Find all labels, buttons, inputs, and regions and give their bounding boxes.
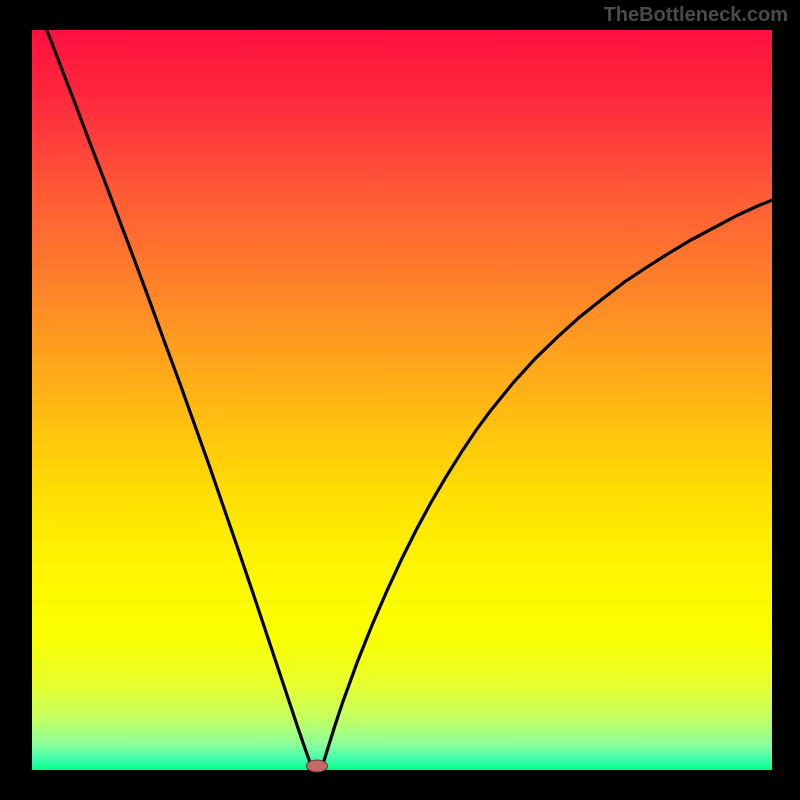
curve-path	[47, 30, 772, 770]
watermark-text: TheBottleneck.com	[604, 4, 788, 27]
plot-area	[32, 30, 772, 770]
bottleneck-curve	[32, 30, 772, 770]
optimum-marker	[306, 760, 328, 773]
